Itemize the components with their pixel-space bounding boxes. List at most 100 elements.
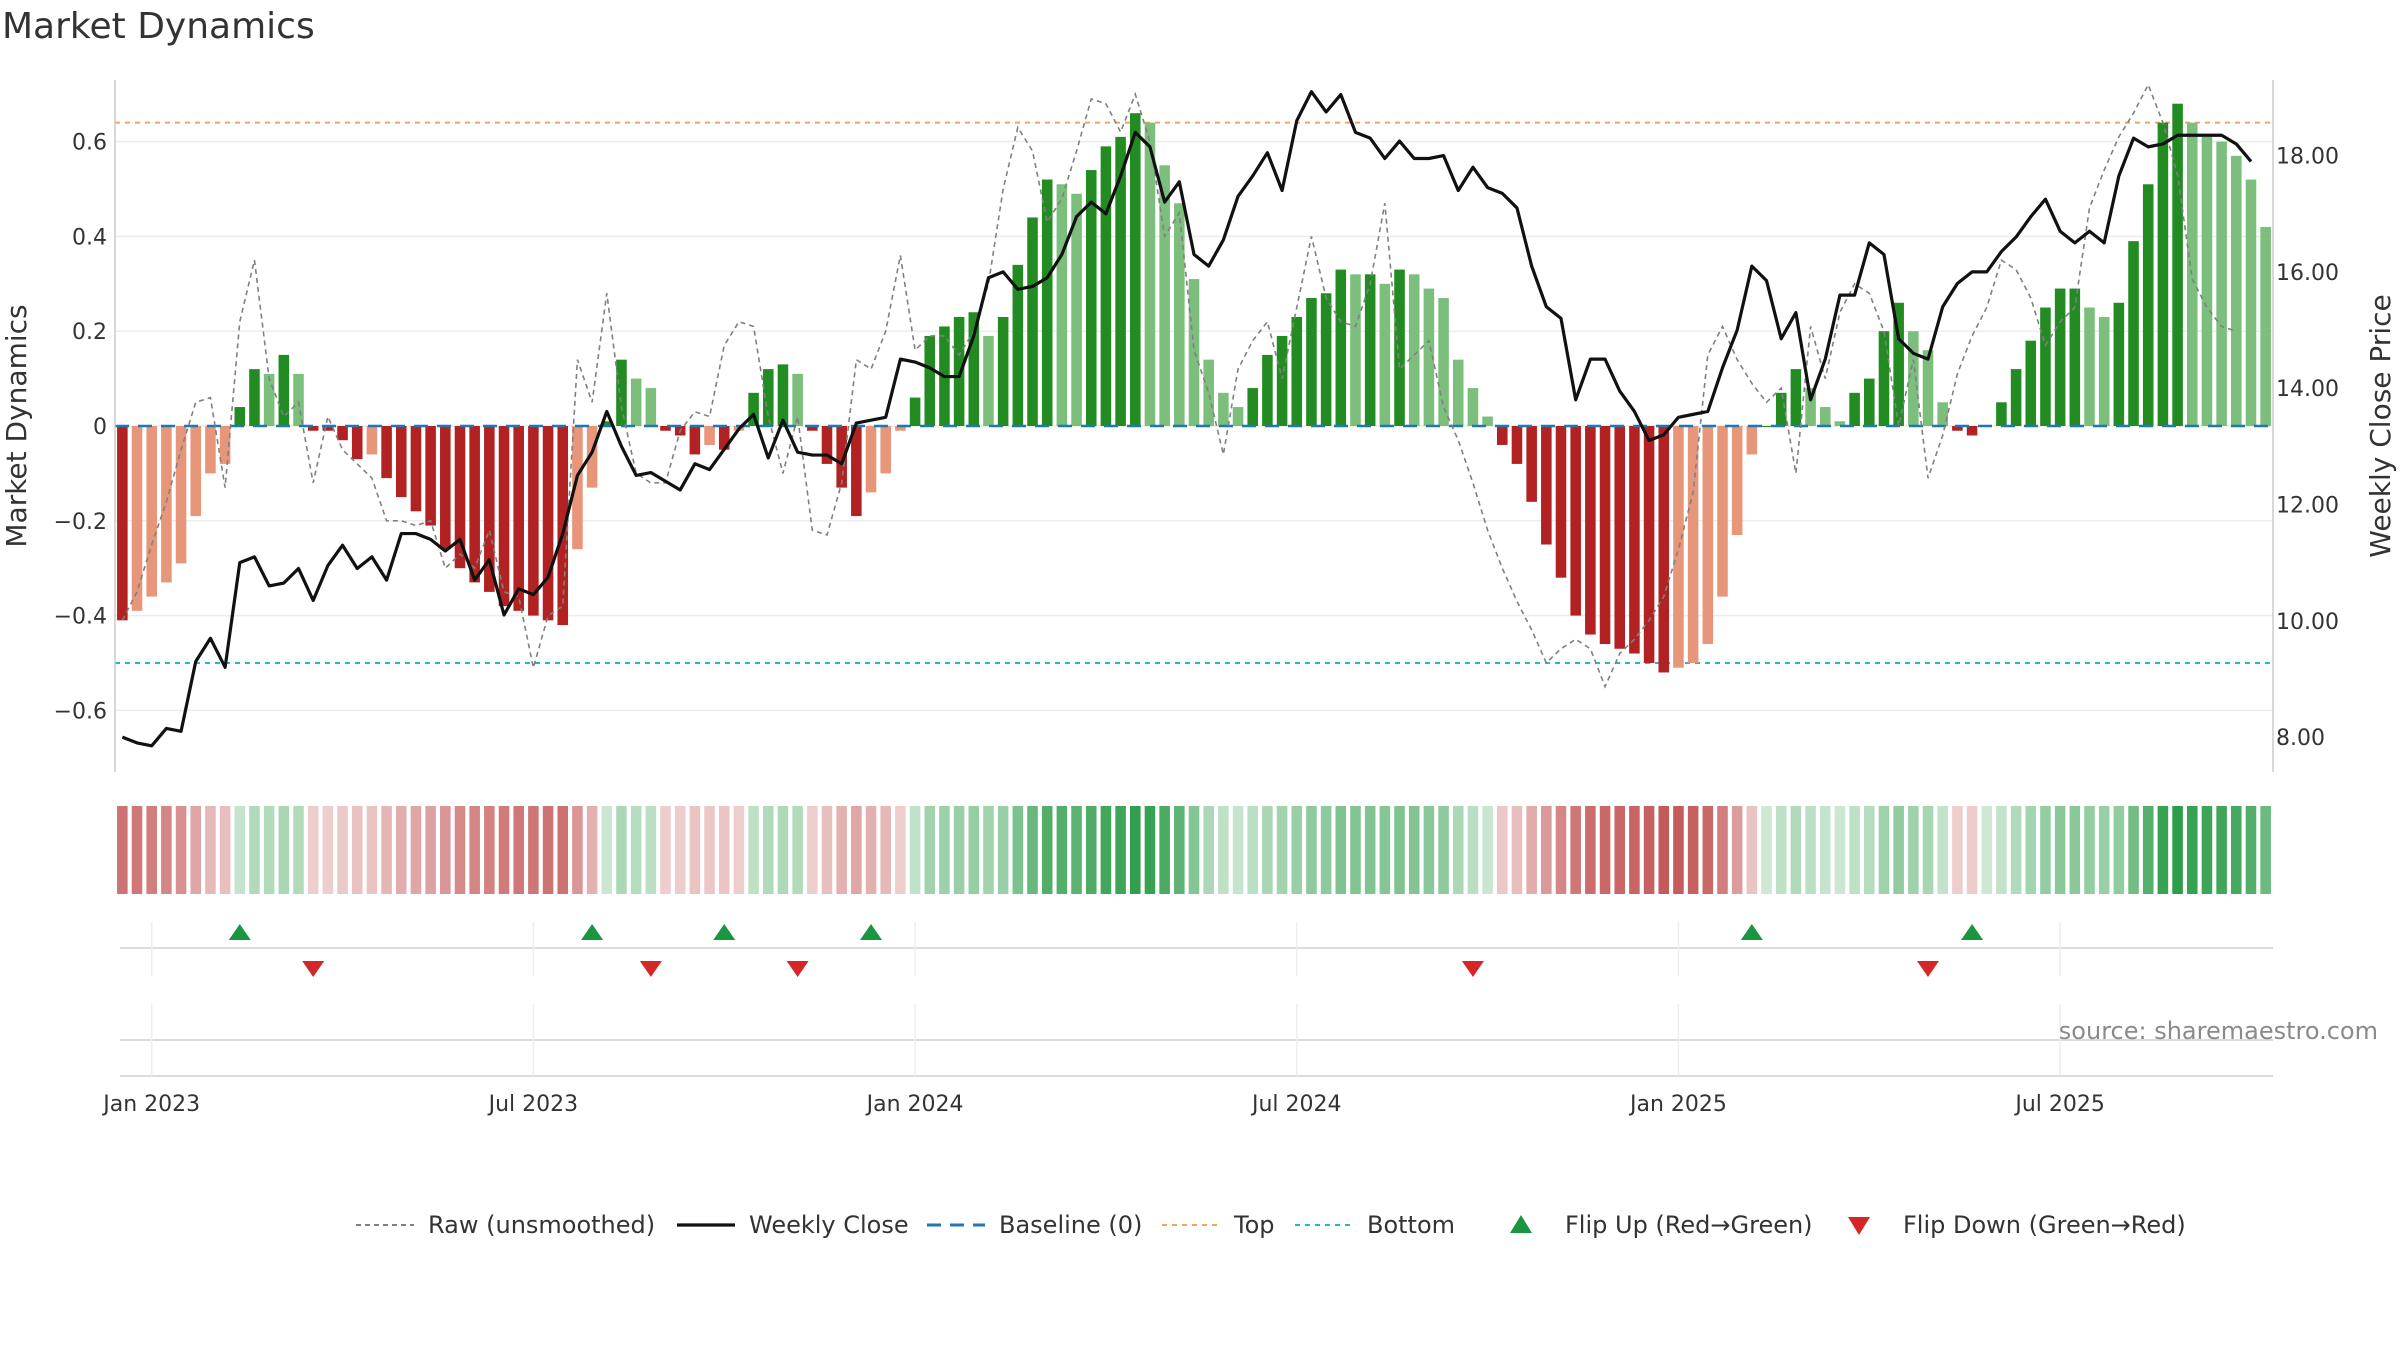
regime-cell xyxy=(2054,806,2066,894)
regime-cell xyxy=(616,806,627,894)
regime-cell xyxy=(293,806,304,894)
axes-layer: −0.6 −0.4 −0.2 0 0.2 0.4 0.6 8.00 10.00 12.00 14.0… xyxy=(54,80,2339,772)
dynamics-bar xyxy=(1761,426,1772,427)
regime-cell xyxy=(484,806,495,894)
regime-cell xyxy=(2010,806,2022,894)
dynamics-bar xyxy=(807,426,818,431)
regime-cell xyxy=(1643,806,1655,894)
regime-cell xyxy=(1717,806,1728,894)
regime-cell xyxy=(2084,806,2095,894)
lines-layer xyxy=(115,82,2273,748)
regime-cell xyxy=(1981,806,1993,894)
dynamics-bar xyxy=(1922,350,1934,426)
flip-up-marker xyxy=(581,924,604,940)
regime-cell xyxy=(528,806,539,894)
regime-cell xyxy=(1497,806,1508,894)
regime-cell xyxy=(513,806,524,894)
dynamics-bar xyxy=(1144,122,1156,426)
y-tick-label: −0.4 xyxy=(54,605,107,630)
regime-cell xyxy=(1702,806,1714,894)
dynamics-bar xyxy=(1350,274,1361,426)
y-tick-label: −0.2 xyxy=(54,510,107,535)
raw-line xyxy=(121,82,2237,689)
dynamics-bar xyxy=(117,426,128,621)
dynamics-bar xyxy=(1541,426,1552,545)
flip-up-marker xyxy=(713,924,736,940)
dynamics-bar xyxy=(2113,302,2125,426)
regime-cell xyxy=(1129,806,1141,894)
dynamics-bar xyxy=(1849,392,1860,426)
regime-cell xyxy=(381,806,392,894)
dynamics-bar xyxy=(748,392,759,426)
dynamics-bar xyxy=(895,426,906,431)
dynamics-bar xyxy=(1511,426,1523,464)
dynamics-bar xyxy=(1320,293,1332,426)
dynamics-bar xyxy=(821,426,833,464)
dynamics-bar xyxy=(1262,354,1273,426)
regime-cell xyxy=(2098,806,2110,894)
regime-cell xyxy=(234,806,246,894)
dynamics-bar xyxy=(263,373,275,426)
bars-layer xyxy=(117,103,2271,673)
regime-cell xyxy=(425,806,436,894)
regime-cell xyxy=(1893,806,1904,894)
dynamics-bar xyxy=(2216,141,2227,426)
regime-cell xyxy=(1585,806,1596,894)
dynamics-bar xyxy=(1012,264,1024,426)
regime-cell xyxy=(1790,806,1802,894)
dynamics-bar xyxy=(366,426,378,455)
regime-cell xyxy=(718,806,730,894)
dynamics-bar xyxy=(1335,269,1347,426)
regime-cell xyxy=(1379,806,1391,894)
dynamics-bar xyxy=(322,426,334,431)
regime-cell xyxy=(1335,806,1347,894)
dynamics-bar xyxy=(630,378,642,426)
dynamics-bar xyxy=(645,388,657,426)
legend-label: Flip Up (Red→Green) xyxy=(1565,1211,1813,1239)
regime-cell xyxy=(865,806,877,894)
flip-down-marker xyxy=(639,961,662,977)
regime-cell xyxy=(249,806,260,894)
regime-cell xyxy=(807,806,818,894)
x-tick-label: Jul 2023 xyxy=(487,1092,579,1117)
regime-cell xyxy=(2260,806,2271,894)
regime-cell xyxy=(1291,806,1303,894)
legend-label: Flip Down (Green→Red) xyxy=(1903,1211,2186,1239)
dynamics-bar xyxy=(1291,316,1303,426)
regime-cell xyxy=(1232,806,1244,894)
regime-cell xyxy=(307,806,319,894)
regime-cell xyxy=(2231,806,2242,894)
dynamics-bar xyxy=(249,369,260,426)
dynamics-bar xyxy=(1423,288,1435,426)
regime-cell xyxy=(733,806,745,894)
dynamics-bar xyxy=(1908,331,1919,426)
dynamics-bar xyxy=(2201,136,2213,426)
regime-cell xyxy=(1188,806,1200,894)
regime-cell xyxy=(410,806,422,894)
dynamics-bar xyxy=(1218,392,1229,426)
x-tick-label: Jan 2024 xyxy=(865,1092,964,1117)
regime-cell xyxy=(1423,806,1435,894)
dynamics-bar xyxy=(1687,426,1699,663)
y2-tick-label: 12.00 xyxy=(2276,494,2339,519)
flip-down-marker xyxy=(1461,961,1484,977)
regime-cell xyxy=(792,806,803,894)
dynamics-bar xyxy=(1452,359,1464,426)
dynamics-bar xyxy=(762,369,774,426)
x-tick-label: Jan 2025 xyxy=(1628,1092,1727,1117)
regime-cell xyxy=(278,806,290,894)
dynamics-bar xyxy=(1614,426,1626,649)
regime-cell xyxy=(924,806,936,894)
regime-cell xyxy=(2142,806,2154,894)
dynamics-bar xyxy=(1819,407,1831,426)
dynamics-bar xyxy=(513,426,524,611)
y-axis-label: Market Dynamics xyxy=(0,304,33,547)
y-tick-label: 0.4 xyxy=(72,225,107,250)
regime-cell xyxy=(1511,806,1523,894)
dynamics-bar xyxy=(1027,217,1038,426)
legend-item: Raw (unsmoothed) xyxy=(356,1211,655,1239)
dynamics-bar xyxy=(528,426,539,616)
regime-cell xyxy=(1262,806,1273,894)
dynamics-bar xyxy=(131,426,143,611)
